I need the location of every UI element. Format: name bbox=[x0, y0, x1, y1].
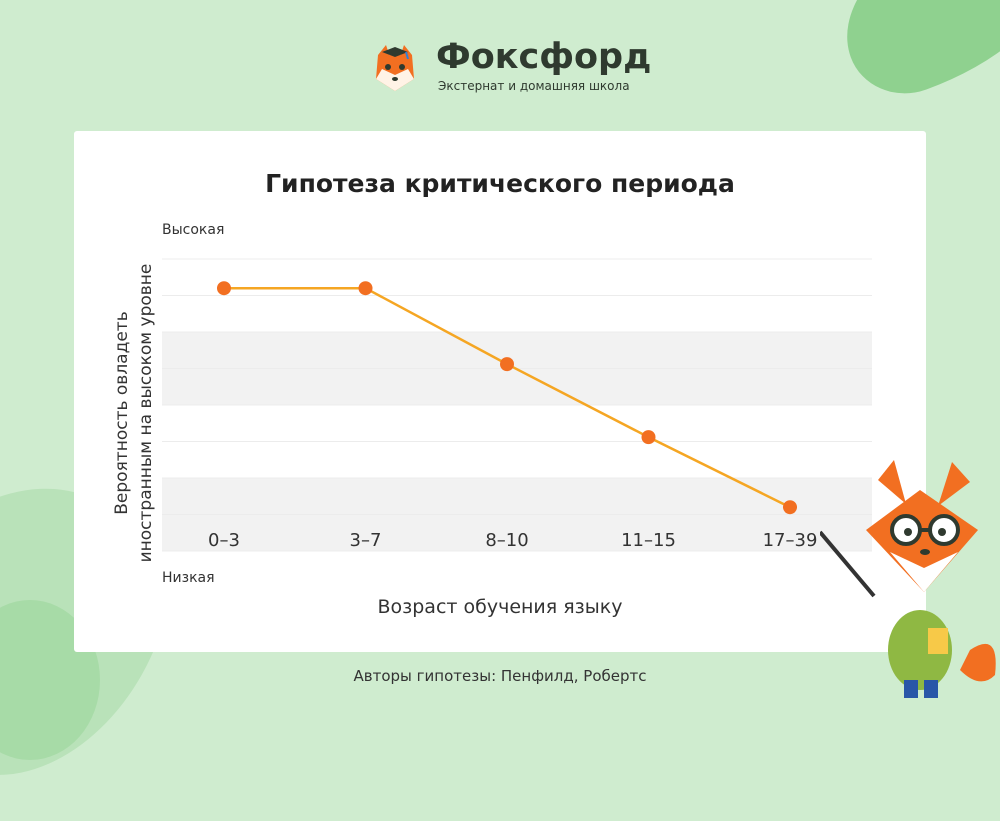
y-bottom-label: Низкая bbox=[162, 570, 215, 586]
data-point bbox=[783, 500, 797, 515]
chart-title: Гипотеза критического периода bbox=[265, 169, 735, 198]
x-tick-label: 0–3 bbox=[208, 530, 240, 551]
x-tick-label: 8–10 bbox=[485, 530, 528, 551]
decorative-leaf-top-right bbox=[822, 0, 1000, 110]
y-top-label: Высокая bbox=[162, 222, 225, 238]
footer-authors: Авторы гипотезы: Пенфилд, Робертс bbox=[353, 667, 647, 685]
line-chart: 0–3 3–7 8–10 11–15 17–39 bbox=[162, 258, 872, 552]
data-point bbox=[500, 357, 514, 372]
x-axis-label: Возраст обучения языку bbox=[377, 596, 623, 618]
data-point bbox=[217, 281, 231, 296]
x-tick-label: 11–15 bbox=[621, 530, 676, 551]
fox-logo-icon bbox=[376, 44, 414, 91]
data-point bbox=[358, 281, 373, 296]
x-tick-label: 17–39 bbox=[763, 530, 818, 551]
data-point bbox=[641, 430, 656, 445]
chart-card: Гипотеза критического периода Высокая Ни… bbox=[74, 131, 926, 652]
x-tick-label: 3–7 bbox=[350, 530, 382, 551]
brand-tagline: Экстернат и домашняя школа bbox=[438, 79, 630, 93]
brand-name: Фоксфорд bbox=[436, 37, 652, 77]
fox-teacher-illustration bbox=[820, 460, 996, 698]
brand-header: Фоксфорд Экстернат и домашняя школа bbox=[368, 38, 651, 93]
